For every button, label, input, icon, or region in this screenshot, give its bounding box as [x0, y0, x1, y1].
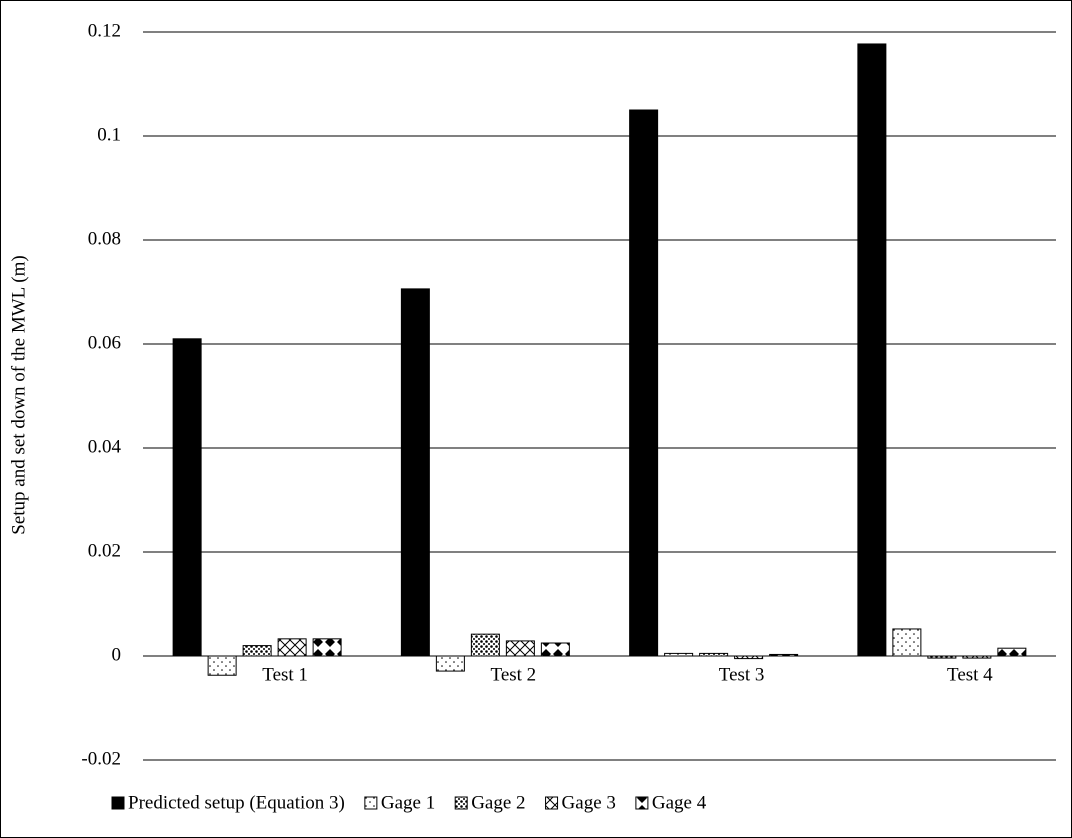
bar — [242, 645, 272, 657]
y-axis-label: Setup and set down of the MWL (m) — [8, 255, 29, 535]
bar — [505, 640, 535, 657]
bar — [857, 43, 887, 657]
bar — [540, 642, 570, 657]
bar — [734, 655, 764, 660]
bar — [400, 288, 430, 657]
bar — [664, 652, 694, 657]
y-tick-label: 0 — [112, 644, 122, 665]
bar — [629, 109, 659, 657]
y-tick-label: -0.02 — [81, 748, 121, 769]
bar — [312, 638, 342, 657]
bar — [207, 655, 237, 676]
y-tick-label: 0.08 — [88, 228, 121, 249]
bar — [435, 655, 465, 672]
legend-swatch — [111, 796, 125, 810]
x-tick-label: Test 1 — [262, 664, 308, 685]
y-tick-label: 0.1 — [97, 124, 121, 145]
x-tick-label: Test 3 — [719, 664, 765, 685]
legend-label: Gage 2 — [471, 792, 525, 813]
y-tick-label: 0.12 — [88, 20, 121, 41]
bar — [699, 652, 729, 657]
legend-swatch — [364, 796, 378, 810]
bar — [470, 633, 500, 657]
bar — [927, 655, 957, 659]
legend-label: Predicted setup (Equation 3) — [128, 792, 345, 813]
legend-label: Gage 4 — [652, 792, 707, 813]
legend-label: Gage 3 — [562, 792, 616, 813]
bar — [277, 638, 307, 657]
legend-swatch — [454, 796, 468, 810]
bar — [892, 628, 922, 657]
y-tick-label: 0.02 — [88, 540, 121, 561]
bar — [962, 655, 992, 659]
legend-swatch — [545, 796, 559, 810]
bar — [997, 647, 1027, 657]
y-tick-label: 0.04 — [88, 436, 122, 457]
x-tick-label: Test 4 — [947, 664, 993, 685]
y-tick-label: 0.06 — [88, 332, 121, 353]
legend-label: Gage 1 — [381, 792, 435, 813]
bar — [769, 653, 799, 657]
x-tick-label: Test 2 — [491, 664, 537, 685]
legend-swatch — [635, 796, 649, 810]
bar — [172, 338, 202, 657]
